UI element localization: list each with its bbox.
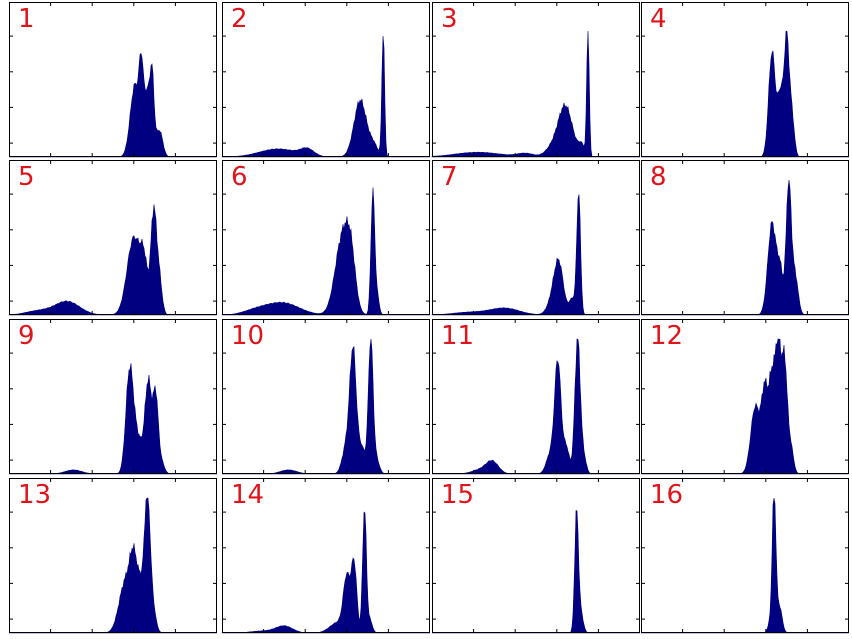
histogram-plot — [641, 478, 849, 634]
panel-number-label: 11 — [441, 321, 475, 351]
histogram-panel: 16 — [641, 478, 849, 634]
panel-number-label: 3 — [441, 4, 458, 34]
histogram-plot — [432, 319, 640, 475]
plot-frame — [432, 160, 640, 315]
plot-frame — [9, 160, 217, 315]
plot-frame — [641, 478, 849, 633]
plot-frame — [9, 319, 217, 474]
histogram-plot — [9, 2, 217, 158]
plot-frame — [222, 160, 430, 315]
panel-number-label: 5 — [18, 162, 35, 192]
histogram-panel: 1 — [9, 2, 217, 158]
plot-frame — [432, 319, 640, 474]
histogram-area — [9, 497, 217, 634]
panel-number-label: 9 — [18, 321, 35, 351]
panel-number-label: 7 — [441, 162, 458, 192]
panel-number-label: 16 — [650, 480, 684, 510]
plot-frame — [9, 478, 217, 633]
histogram-plot — [641, 319, 849, 475]
histogram-plot — [9, 478, 217, 634]
panel-number-label: 13 — [18, 480, 52, 510]
panel-number-label: 14 — [231, 480, 265, 510]
histogram-area — [221, 511, 430, 634]
histogram-panel: 4 — [641, 2, 849, 158]
plot-frame — [641, 160, 849, 315]
histogram-panel: 12 — [641, 319, 849, 475]
panel-number-label: 1 — [18, 4, 35, 34]
panel-number-label: 12 — [650, 321, 684, 351]
histogram-area — [641, 497, 849, 634]
histogram-panel: 8 — [641, 160, 849, 316]
histogram-panel: 5 — [8, 160, 217, 316]
histogram-area — [9, 363, 217, 475]
histogram-area — [221, 187, 430, 316]
panel-number-label: 2 — [231, 4, 248, 34]
panel-number-label: 8 — [650, 162, 667, 192]
histogram-area — [8, 204, 217, 316]
plot-frame — [432, 2, 640, 157]
histogram-area — [432, 510, 640, 634]
histogram-area — [432, 338, 640, 475]
plot-frame — [222, 478, 430, 633]
histogram-panel: 2 — [221, 2, 430, 158]
histogram-panel: 9 — [9, 319, 217, 475]
histogram-area — [431, 194, 640, 316]
histogram-panel: 11 — [432, 319, 640, 475]
histogram-panel: 7 — [431, 160, 640, 316]
histogram-panel: 15 — [432, 478, 640, 634]
panel-number-label: 4 — [650, 4, 667, 34]
histogram-area — [221, 35, 430, 158]
histogram-area — [9, 52, 217, 158]
histogram-plot — [221, 2, 430, 158]
histogram-area — [431, 30, 640, 158]
histogram-plot — [222, 319, 430, 475]
histogram-plot — [221, 160, 430, 316]
plot-frame — [641, 2, 849, 157]
panel-number-label: 15 — [441, 480, 475, 510]
histogram-plot — [641, 2, 849, 158]
histogram-plot — [431, 160, 640, 316]
plot-frame — [9, 2, 217, 157]
panel-number-label: 10 — [231, 321, 265, 351]
histogram-panel: 10 — [222, 319, 430, 475]
histogram-area — [641, 30, 849, 158]
plot-frame — [222, 319, 430, 474]
plot-frame — [222, 2, 430, 157]
histogram-area — [641, 179, 849, 316]
histogram-plot — [8, 160, 217, 316]
histogram-panel: 3 — [431, 2, 640, 158]
histogram-plot — [9, 319, 217, 475]
histogram-area — [222, 338, 430, 475]
histogram-plot — [432, 478, 640, 634]
histogram-panel: 13 — [9, 478, 217, 634]
histogram-area — [641, 338, 849, 475]
histogram-panel: 6 — [221, 160, 430, 316]
histogram-panel: 14 — [221, 478, 430, 634]
histogram-plot — [431, 2, 640, 158]
histogram-plot — [641, 160, 849, 316]
plot-frame — [641, 319, 849, 474]
plot-frame — [432, 478, 640, 633]
panel-number-label: 6 — [231, 162, 248, 192]
histogram-plot — [221, 478, 430, 634]
